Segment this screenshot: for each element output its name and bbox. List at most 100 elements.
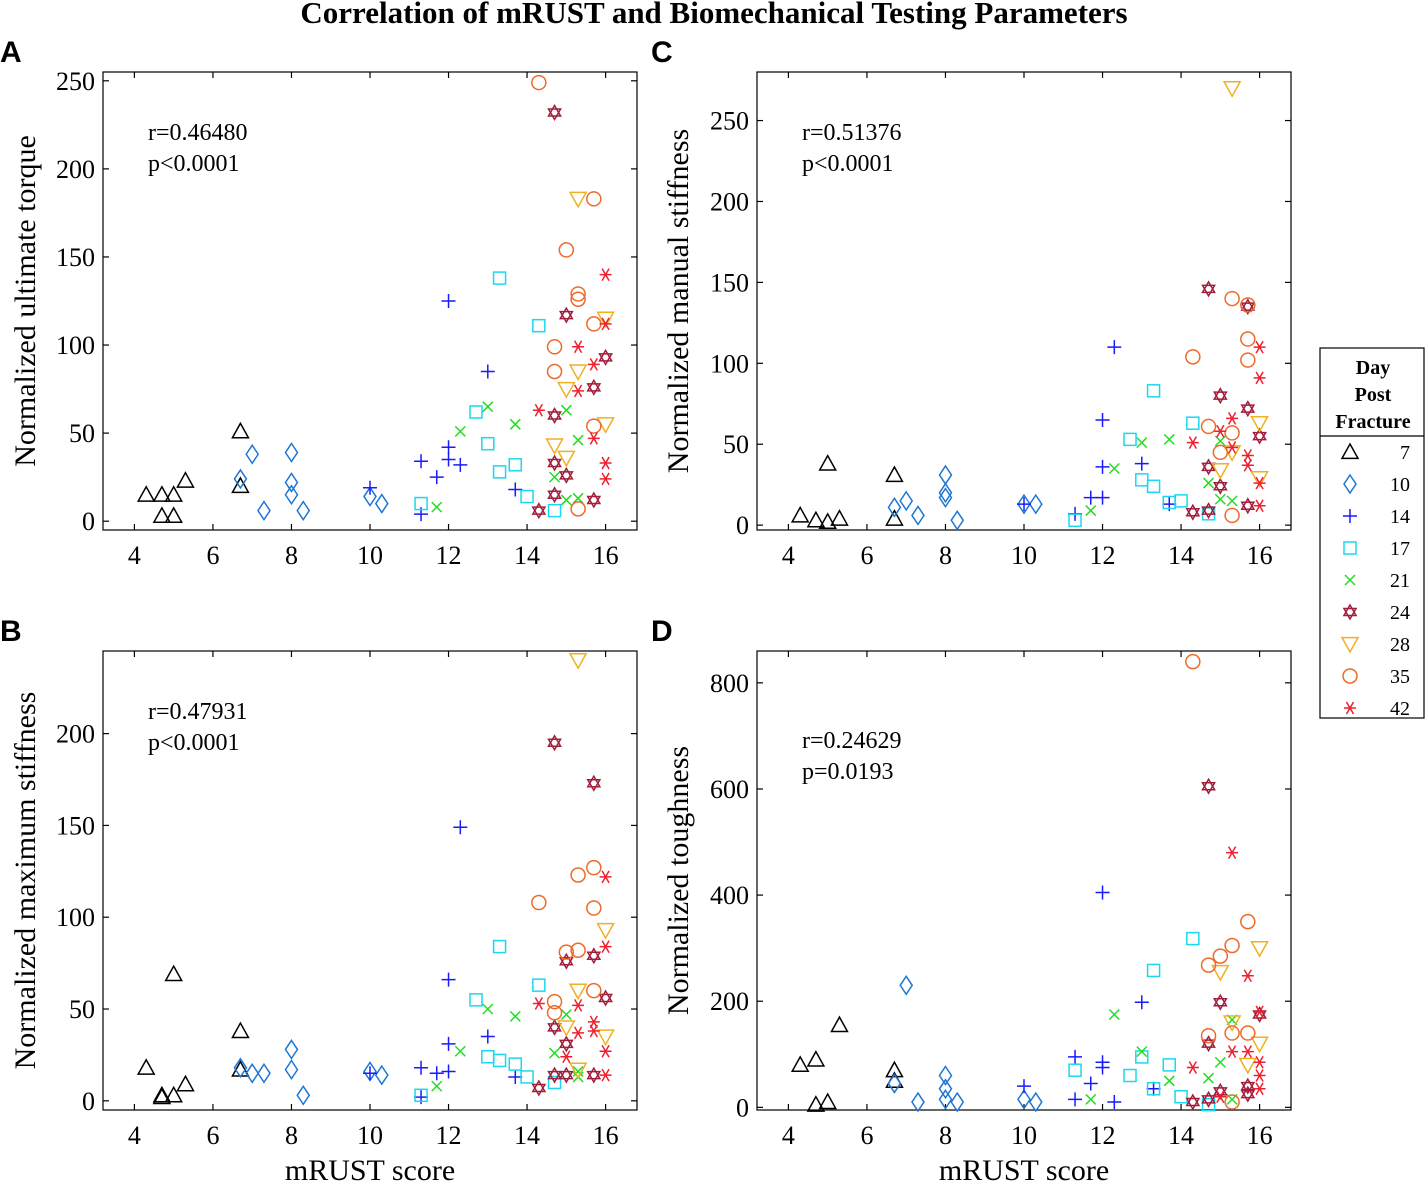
data-point <box>568 364 588 382</box>
data-point <box>1200 418 1217 435</box>
data-point <box>532 403 545 417</box>
data-point <box>414 1060 429 1075</box>
data-point <box>469 993 483 1007</box>
series-day-10 <box>233 442 389 521</box>
legend-title-line-2: Post <box>1355 384 1392 406</box>
data-point <box>1095 459 1110 474</box>
legend-box <box>1319 347 1425 719</box>
data-point <box>1214 435 1226 447</box>
series-day-10 <box>887 974 1043 1113</box>
data-point <box>520 1070 534 1084</box>
data-point <box>586 859 602 876</box>
data-point <box>818 454 837 471</box>
data-point <box>887 1073 902 1094</box>
data-point <box>284 1059 299 1080</box>
data-point <box>547 734 562 752</box>
data-point <box>1224 425 1240 441</box>
data-point <box>938 1078 953 1100</box>
data-point <box>1108 462 1120 475</box>
data-point <box>558 466 574 484</box>
data-point <box>480 364 495 379</box>
data-point <box>508 1069 523 1084</box>
data-point <box>549 471 561 483</box>
y-tick-label: 400 <box>710 881 749 910</box>
data-point <box>568 653 588 670</box>
data-point <box>1201 1035 1216 1053</box>
data-point <box>599 456 612 470</box>
data-point <box>284 1039 299 1060</box>
y-tick-label: 100 <box>56 903 95 932</box>
data-point <box>1068 1092 1083 1107</box>
data-point <box>818 512 837 530</box>
data-point <box>790 505 810 523</box>
data-point <box>296 1084 311 1106</box>
data-point <box>586 418 602 434</box>
data-point <box>164 506 183 524</box>
data-point <box>1085 505 1097 517</box>
data-point <box>492 939 507 954</box>
data-point <box>547 486 562 504</box>
data-point <box>547 104 562 122</box>
data-point <box>570 867 586 883</box>
data-point <box>790 1055 810 1073</box>
data-point <box>1136 1046 1148 1058</box>
data-point <box>1212 477 1228 495</box>
data-point <box>1214 493 1226 505</box>
legend-label: 24 <box>1390 602 1410 624</box>
data-point <box>596 922 615 940</box>
legend-marker-14 <box>1343 509 1357 523</box>
data-point <box>1212 993 1228 1011</box>
data-point <box>598 989 613 1007</box>
x-tick-label: 14 <box>514 1121 540 1150</box>
data-point <box>1212 444 1229 461</box>
stats-annotation: p<0.0001 <box>148 151 240 177</box>
legend: Day Post Fracture 7 10 14 17 21 24 28 35 42 <box>1319 347 1425 720</box>
legend-marker-42 <box>1344 701 1356 715</box>
data-point <box>1185 503 1201 521</box>
data-point <box>560 404 572 416</box>
data-point <box>1201 1097 1216 1112</box>
data-point <box>911 1091 925 1113</box>
data-point <box>586 774 602 792</box>
data-point <box>1083 1076 1098 1091</box>
series-day-17 <box>414 939 562 1103</box>
data-point <box>1185 653 1201 670</box>
data-point <box>587 432 600 445</box>
data-point <box>1240 298 1256 316</box>
y-tick-label: 100 <box>56 331 95 360</box>
data-point <box>557 381 576 399</box>
data-point <box>557 1020 576 1037</box>
data-point <box>431 1080 443 1092</box>
data-point <box>950 509 965 531</box>
data-point <box>806 1050 826 1067</box>
series-day-10 <box>233 1039 389 1106</box>
data-point <box>1095 885 1110 900</box>
y-axis-label: Normalized maximum stiffness <box>9 692 42 1070</box>
data-point <box>547 454 562 472</box>
data-point <box>885 465 904 483</box>
data-point <box>1134 995 1149 1010</box>
data-point <box>1241 449 1254 462</box>
series-day-42 <box>1186 340 1266 513</box>
data-point <box>586 316 602 332</box>
data-point <box>547 1018 562 1036</box>
data-point <box>1095 412 1110 427</box>
legend-label: 14 <box>1390 506 1410 528</box>
data-point <box>469 405 483 419</box>
data-point <box>1214 424 1227 438</box>
data-point <box>570 942 586 959</box>
data-point <box>1017 497 1031 512</box>
data-point <box>363 486 377 507</box>
data-point <box>1212 387 1228 405</box>
data-point <box>454 1045 466 1057</box>
data-point <box>257 500 271 521</box>
data-point <box>586 491 602 509</box>
x-tick-label: 14 <box>1168 1121 1194 1150</box>
data-point <box>1200 1027 1217 1044</box>
y-tick-label: 200 <box>710 987 749 1016</box>
data-point <box>596 417 615 434</box>
data-point <box>1017 493 1031 515</box>
data-point <box>818 1092 837 1110</box>
data-point <box>429 1066 444 1081</box>
x-tick-label: 16 <box>1247 541 1273 570</box>
